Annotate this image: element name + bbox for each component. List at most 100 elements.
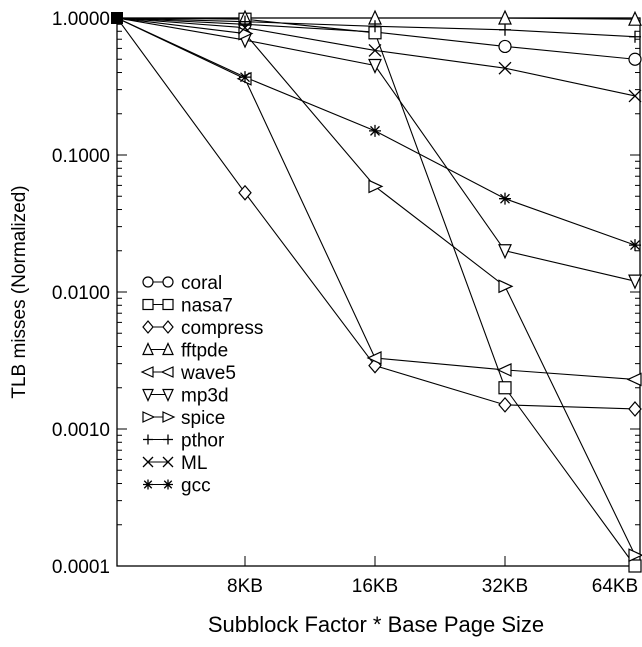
data-point-mp3d: [628, 274, 642, 290]
x-tick-label: 64KB: [592, 576, 638, 597]
data-point-spice: [368, 179, 384, 194]
legend-marker: [142, 342, 154, 356]
marker-shape: [163, 434, 173, 445]
y-tick-label: 0.0001: [52, 557, 110, 578]
legend-item: nasa7: [142, 296, 233, 317]
y-tick-label: 1.0000: [52, 9, 110, 30]
legend-marker: [163, 479, 173, 490]
marker-shape: [162, 298, 174, 311]
legend-item: compress: [142, 318, 263, 339]
data-point-compress: [628, 401, 642, 417]
legend-item: ML: [142, 453, 207, 474]
x-tick-label: 8KB: [227, 576, 263, 597]
legend-item: wave5: [140, 363, 236, 384]
marker-shape: [143, 479, 153, 490]
legend-marker: [142, 320, 154, 334]
data-point-coral: [628, 52, 642, 66]
y-axis-label: TLB misses (Normalized): [9, 185, 30, 398]
marker-shape: [142, 320, 154, 334]
legend-label: mp3d: [181, 386, 229, 407]
marker-shape: [628, 559, 642, 573]
marker-shape: [628, 89, 642, 103]
marker-shape: [498, 39, 512, 54]
legend-label: wave5: [180, 363, 236, 384]
marker-shape: [163, 479, 173, 490]
marker-shape: [498, 61, 512, 75]
marker-shape: [626, 372, 642, 387]
legend-marker: [160, 366, 174, 378]
data-point-mp3d: [498, 244, 512, 260]
marker-shape: [496, 362, 512, 377]
data-point-pthor: [629, 30, 641, 43]
plot-area: 1.0000 0.1000 0.0100 0.0010 0.0001 8KB 16KB 32K…: [52, 9, 642, 597]
legend-label: compress: [181, 318, 263, 339]
marker-shape: [162, 388, 174, 402]
legend-label: gcc: [181, 476, 211, 497]
data-point-pthor: [369, 20, 381, 33]
series-line-mp3d: [116, 17, 636, 282]
legend-item: pthor: [143, 431, 225, 452]
marker-shape: [142, 388, 154, 402]
data-point-gcc: [629, 239, 641, 252]
legend-marker: [162, 456, 174, 468]
legend-label: ML: [181, 453, 207, 474]
legend-label: spice: [181, 408, 225, 429]
y-tick-label: 0.1000: [52, 146, 110, 167]
legend-marker: [142, 411, 156, 423]
marker-shape: [499, 192, 511, 205]
marker-shape: [142, 276, 154, 288]
data-point-coral: [498, 39, 512, 54]
data-point-ml: [498, 61, 512, 75]
legend-label: nasa7: [181, 296, 233, 317]
legend-marker: [142, 456, 154, 468]
legend-marker: [162, 298, 174, 311]
marker-shape: [498, 244, 512, 260]
marker-shape: [239, 15, 251, 28]
legend-marker: [162, 388, 174, 402]
marker-shape: [238, 184, 252, 201]
data-point-spice: [628, 548, 642, 563]
x-tick-label: 32KB: [482, 576, 528, 597]
marker-shape: [142, 456, 154, 468]
marker-shape: [162, 342, 174, 356]
legend-item: coral: [142, 273, 222, 294]
marker-shape: [369, 20, 381, 33]
marker-shape: [140, 366, 154, 378]
data-point-start: [111, 12, 123, 24]
legend-marker: [143, 434, 153, 445]
marker-shape: [142, 342, 154, 356]
data-point-ml: [368, 43, 382, 57]
data-point-compress: [498, 396, 512, 413]
legend-item: spice: [142, 408, 225, 429]
marker-shape: [162, 411, 176, 423]
data-point-wave5: [626, 372, 642, 387]
legend-item: fftpde: [142, 341, 228, 362]
marker-shape: [160, 366, 174, 378]
marker-shape: [366, 351, 382, 365]
legend-marker: [162, 320, 174, 334]
data-point-pthor: [239, 15, 251, 28]
marker-shape: [142, 411, 156, 423]
data-point-nasa7: [628, 559, 642, 573]
marker-shape: [368, 58, 382, 74]
marker-shape: [162, 276, 174, 288]
marker-shape: [142, 298, 154, 311]
marker-shape: [628, 52, 642, 66]
legend-marker: [162, 276, 174, 288]
data-point-spice: [498, 279, 514, 294]
data-point-nasa7: [498, 381, 512, 395]
data-point-wave5: [366, 351, 382, 365]
marker-shape: [498, 396, 512, 413]
y-tick-label: 0.0010: [52, 420, 110, 441]
legend-label: fftpde: [181, 341, 228, 362]
data-point-gcc: [239, 71, 251, 84]
legend-marker: [162, 411, 176, 423]
marker-shape: [628, 274, 642, 290]
marker-shape: [369, 124, 381, 137]
marker-shape: [629, 239, 641, 252]
marker-shape: [162, 320, 174, 334]
data-point-gcc: [369, 124, 381, 137]
marker-shape: [499, 23, 511, 36]
